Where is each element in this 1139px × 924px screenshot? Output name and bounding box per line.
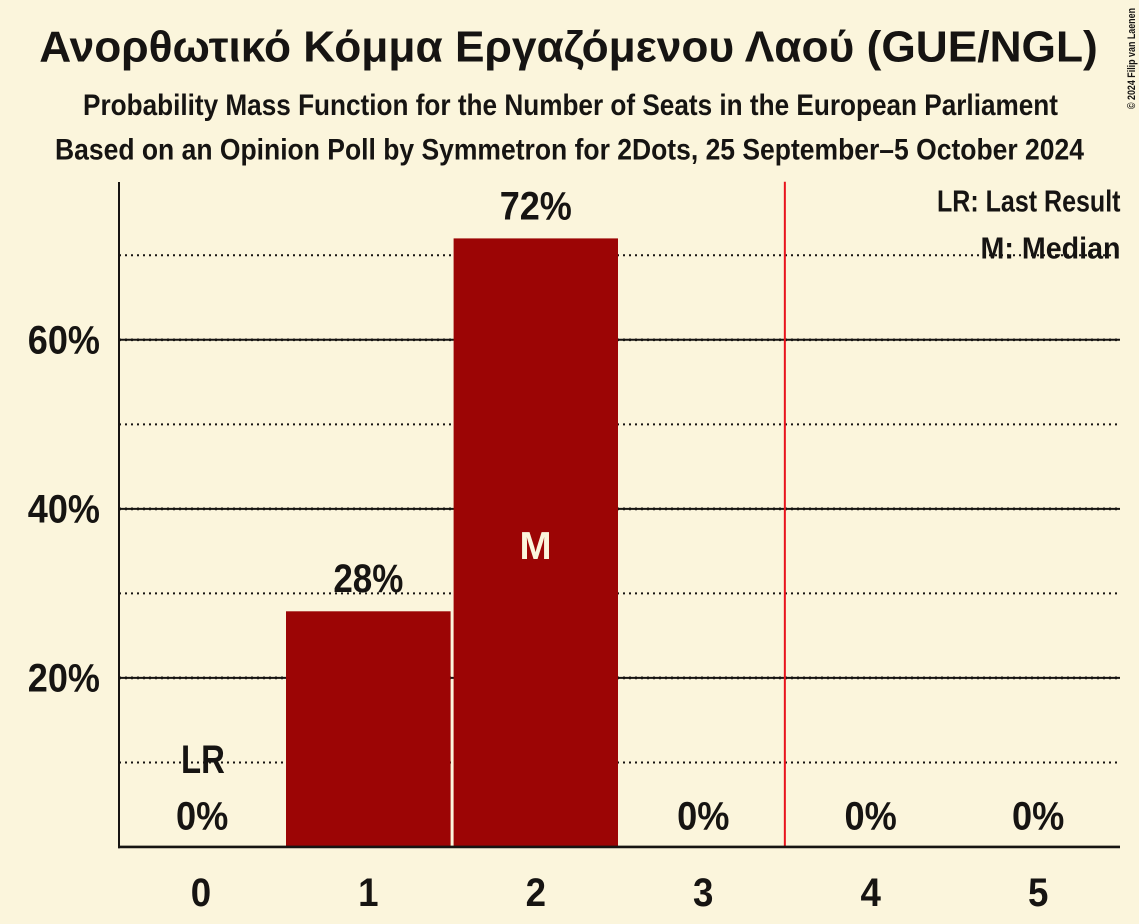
svg-text:40%: 40%: [28, 488, 100, 532]
svg-text:© 2024 Filip van Laenen: © 2024 Filip van Laenen: [1126, 8, 1138, 109]
svg-text:1: 1: [358, 871, 378, 915]
svg-text:60%: 60%: [28, 318, 100, 362]
svg-text:2: 2: [526, 871, 546, 915]
svg-text:4: 4: [861, 871, 881, 915]
svg-text:28%: 28%: [333, 557, 403, 601]
svg-text:Probability Mass Function for: Probability Mass Function for the Number…: [83, 89, 1058, 122]
svg-text:M: M: [520, 525, 552, 568]
svg-text:LR: Last Result: LR: Last Result: [937, 185, 1121, 219]
svg-text:0%: 0%: [1012, 794, 1064, 838]
svg-text:Ανορθωτικό Κόμμα Εργαζόμενου Λ: Ανορθωτικό Κόμμα Εργαζόμενου Λαού (GUE/N…: [39, 24, 1098, 72]
svg-text:LR: LR: [181, 738, 225, 782]
svg-text:5: 5: [1028, 871, 1048, 915]
svg-text:0: 0: [191, 871, 211, 915]
svg-text:0%: 0%: [176, 794, 228, 838]
svg-text:3: 3: [693, 871, 713, 915]
svg-text:Based on an Opinion Poll by Sy: Based on an Opinion Poll by Symmetron fo…: [55, 134, 1084, 167]
svg-text:20%: 20%: [28, 657, 100, 701]
svg-text:M: Median: M: Median: [981, 232, 1121, 266]
svg-text:0%: 0%: [677, 794, 729, 838]
svg-text:0%: 0%: [845, 794, 897, 838]
svg-text:72%: 72%: [500, 184, 572, 228]
